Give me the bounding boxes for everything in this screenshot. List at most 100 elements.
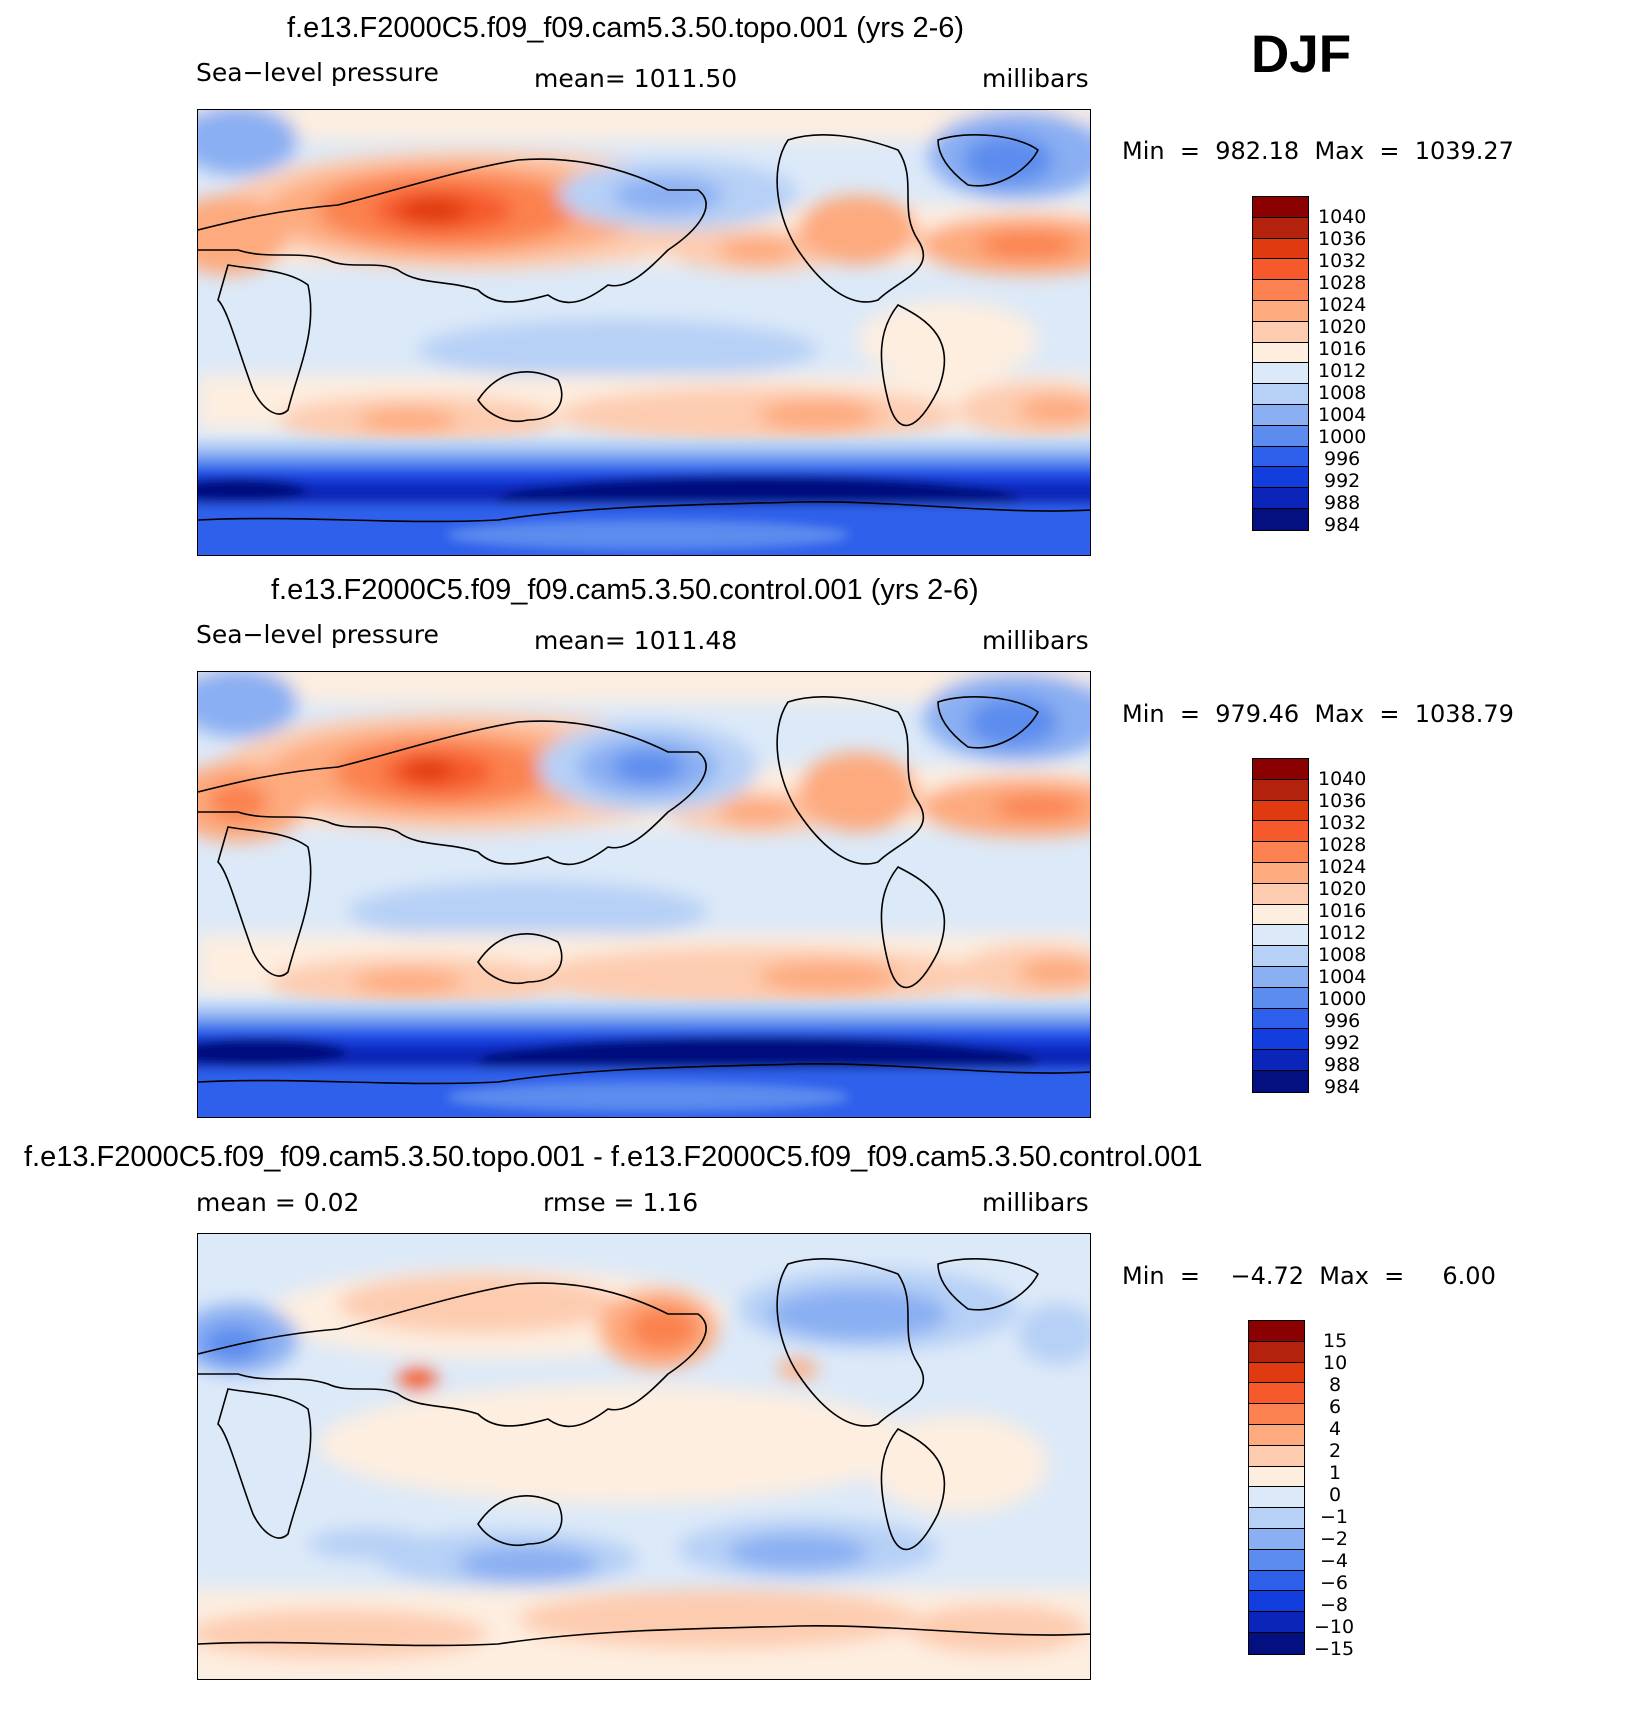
colorbar-box <box>1249 1424 1304 1446</box>
panel1-colorbar <box>1252 196 1309 531</box>
colorbar-label: 996 <box>1324 448 1361 470</box>
colorbar-box <box>1253 363 1308 385</box>
colorbar-box <box>1249 1549 1304 1571</box>
colorbar-box <box>1249 1341 1304 1363</box>
colorbar-label: 10 <box>1323 1352 1348 1374</box>
panel3-units: millibars <box>982 1188 1089 1217</box>
colorbar-label: 996 <box>1324 1010 1361 1032</box>
colorbar-box <box>1253 488 1308 509</box>
colorbar-box <box>1253 259 1308 281</box>
colorbar-label: −10 <box>1314 1616 1355 1638</box>
colorbar-box <box>1253 425 1308 447</box>
panel1-field-label: Sea−level pressure <box>196 58 439 87</box>
colorbar-label: 988 <box>1324 1054 1361 1076</box>
colorbar-label: 988 <box>1324 492 1361 514</box>
colorbar-box <box>1253 1070 1308 1092</box>
colorbar-label: 8 <box>1329 1374 1342 1396</box>
colorbar-box <box>1253 862 1308 884</box>
colorbar-label: 0 <box>1329 1484 1342 1506</box>
colorbar-box <box>1253 217 1308 239</box>
colorbar-label: −8 <box>1320 1594 1349 1616</box>
colorbar-label: 1020 <box>1318 878 1367 900</box>
colorbar-box <box>1253 883 1308 905</box>
colorbar-box <box>1253 779 1308 801</box>
colorbar-label: 1028 <box>1318 834 1367 856</box>
colorbar-box <box>1253 197 1308 218</box>
colorbar-label: −6 <box>1320 1572 1349 1594</box>
panel2-colorbar <box>1252 758 1309 1093</box>
colorbar-box <box>1249 1321 1304 1342</box>
colorbar-label: 1004 <box>1318 966 1367 988</box>
colorbar-box <box>1253 946 1308 967</box>
colorbar-label: 1028 <box>1318 272 1367 294</box>
panel2-field-label: Sea−level pressure <box>196 620 439 649</box>
colorbar-label: 1024 <box>1318 294 1367 316</box>
panel3-map-graphic <box>198 1234 1090 1679</box>
colorbar-box <box>1249 1591 1304 1613</box>
colorbar-label: 984 <box>1324 514 1361 536</box>
panel3-map <box>197 1233 1091 1680</box>
colorbar-label: 1036 <box>1318 790 1367 812</box>
panel3-rmse: rmse = 1.16 <box>543 1188 699 1217</box>
colorbar-box <box>1253 238 1308 260</box>
colorbar-box <box>1249 1466 1304 1488</box>
colorbar-box <box>1253 446 1308 468</box>
panel3-colorbar <box>1248 1320 1305 1655</box>
colorbar-box <box>1249 1383 1304 1405</box>
colorbar-box <box>1249 1445 1304 1467</box>
panel2-minmax: Min = 979.46 Max = 1038.79 <box>1122 700 1514 728</box>
panel2-mean: mean= 1011.48 <box>534 626 738 655</box>
panel3-title: f.e13.F2000C5.f09_f09.cam5.3.50.topo.001… <box>24 1141 1203 1173</box>
colorbar-label: 1 <box>1329 1462 1342 1484</box>
colorbar-box <box>1249 1612 1304 1633</box>
colorbar-label: 1040 <box>1318 768 1367 790</box>
colorbar-label: 992 <box>1324 1032 1361 1054</box>
panel2-title: f.e13.F2000C5.f09_f09.cam5.3.50.control.… <box>271 574 979 606</box>
colorbar-box <box>1253 321 1308 343</box>
colorbar-label: 1016 <box>1318 900 1367 922</box>
panel1-map <box>197 109 1091 556</box>
colorbar-label: −15 <box>1314 1638 1355 1660</box>
colorbar-label: 1004 <box>1318 404 1367 426</box>
colorbar-label: 1000 <box>1318 988 1367 1010</box>
colorbar-label: 1032 <box>1318 250 1367 272</box>
colorbar-box <box>1253 280 1308 301</box>
colorbar-label: 1024 <box>1318 856 1367 878</box>
panel2-units: millibars <box>982 626 1089 655</box>
colorbar-box <box>1253 800 1308 822</box>
colorbar-box <box>1253 1008 1308 1030</box>
panel1-units: millibars <box>982 64 1089 93</box>
colorbar-box <box>1253 1050 1308 1071</box>
colorbar-label: −1 <box>1320 1506 1349 1528</box>
colorbar-box <box>1249 1487 1304 1509</box>
colorbar-label: 1012 <box>1318 922 1367 944</box>
panel3-mean: mean = 0.02 <box>196 1188 360 1217</box>
colorbar-label: −2 <box>1320 1528 1349 1550</box>
colorbar-box <box>1249 1528 1304 1550</box>
colorbar-box <box>1253 342 1308 364</box>
colorbar-box <box>1249 1632 1304 1654</box>
colorbar-box <box>1253 821 1308 843</box>
colorbar-box <box>1253 966 1308 988</box>
panel1-minmax: Min = 982.18 Max = 1039.27 <box>1122 137 1514 165</box>
colorbar-box <box>1249 1404 1304 1425</box>
colorbar-label: 1032 <box>1318 812 1367 834</box>
panel3-minmax: Min = −4.72 Max = 6.00 <box>1122 1262 1496 1290</box>
colorbar-box <box>1253 384 1308 405</box>
colorbar-box <box>1253 300 1308 322</box>
panel1-title: f.e13.F2000C5.f09_f09.cam5.3.50.topo.001… <box>287 12 965 44</box>
colorbar-box <box>1249 1570 1304 1592</box>
colorbar-label: 2 <box>1329 1440 1342 1462</box>
colorbar-label: 992 <box>1324 470 1361 492</box>
colorbar-box <box>1253 987 1308 1009</box>
colorbar-label: 1040 <box>1318 206 1367 228</box>
season-label: DJF <box>1251 25 1352 84</box>
colorbar-label: 1000 <box>1318 426 1367 448</box>
colorbar-box <box>1253 759 1308 780</box>
colorbar-box <box>1253 904 1308 926</box>
colorbar-label: 6 <box>1329 1396 1342 1418</box>
colorbar-label: 1020 <box>1318 316 1367 338</box>
panel1-map-graphic <box>198 110 1090 555</box>
colorbar-box <box>1253 842 1308 863</box>
panel1-mean: mean= 1011.50 <box>534 64 738 93</box>
